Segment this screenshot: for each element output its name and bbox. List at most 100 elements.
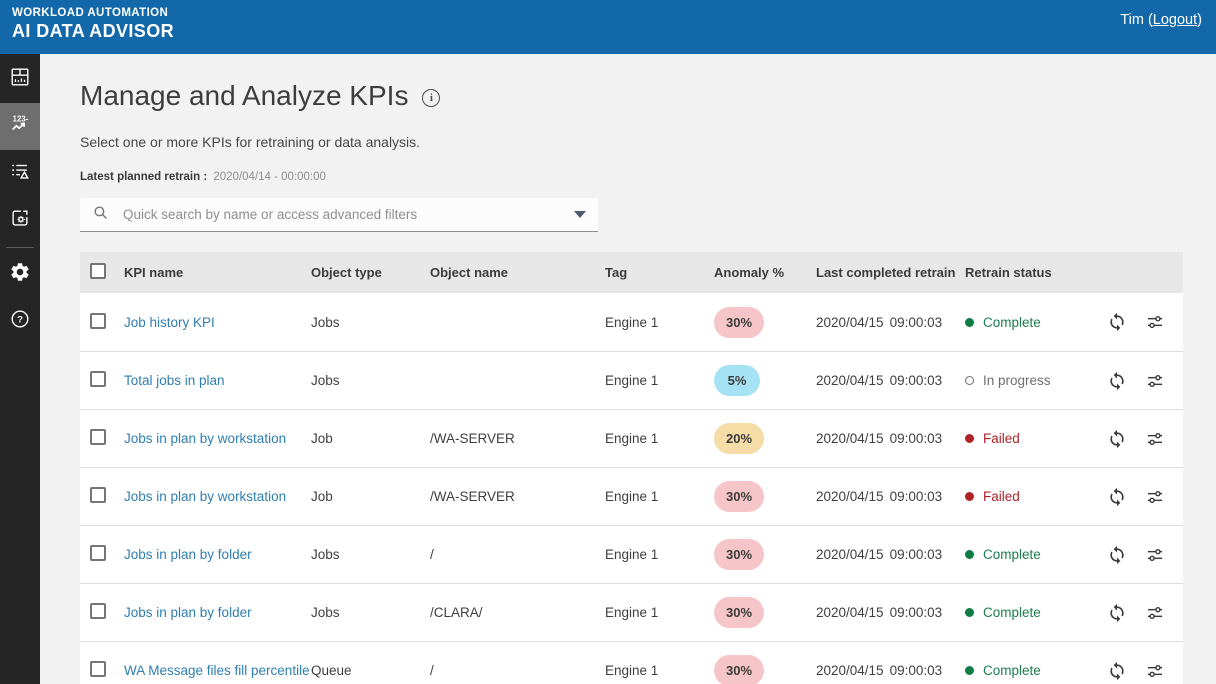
main-content: Manage and Analyze KPIs i Select one or …	[40, 54, 1216, 684]
retrain-refresh-button[interactable]	[1107, 661, 1127, 681]
anomaly-badge: 30%	[714, 539, 765, 570]
retrain-refresh-button[interactable]	[1107, 371, 1127, 391]
svg-text:123-: 123-	[13, 115, 29, 124]
kpi-name-link[interactable]: Jobs in plan by folder	[124, 605, 252, 620]
retrain-date: 2020/04/15	[816, 489, 884, 504]
tune-settings-button[interactable]	[1145, 661, 1165, 681]
retrain-date: 2020/04/15	[816, 373, 884, 388]
page-subtitle: Select one or more KPIs for retraining o…	[80, 134, 421, 150]
status-dot-icon	[965, 550, 974, 559]
retrain-refresh-button[interactable]	[1107, 487, 1127, 507]
retrain-date: 2020/04/15	[816, 663, 884, 678]
retrain-refresh-button[interactable]	[1107, 603, 1127, 623]
status-dot-icon	[965, 608, 974, 617]
kpi-name-link[interactable]: Job history KPI	[124, 314, 215, 330]
table-header-row: KPI name Object type Object name Tag Ano…	[80, 252, 1183, 293]
table-row: Jobs in plan by folder Jobs /CLARA/ Engi…	[80, 583, 1183, 641]
user-area: Tim (Logout)	[1120, 12, 1202, 28]
table-row: Job history KPI Jobs Engine 1 30% 2020/0…	[80, 293, 1183, 351]
object-name-value: /CLARA/	[430, 605, 483, 620]
retrain-time: 09:00:03	[889, 547, 943, 562]
latest-planned-retrain: Latest planned retrain : 2020/04/14 - 00…	[80, 171, 1183, 183]
retrain-datetime: 2020/04/15 09:00:03	[816, 373, 965, 388]
search-dropdown-caret-icon[interactable]	[574, 211, 586, 218]
retrain-datetime: 2020/04/15 09:00:03	[816, 663, 965, 678]
retrain-status: Failed	[965, 489, 1107, 504]
table-row: Jobs in plan by workstation Job /WA-SERV…	[80, 467, 1183, 525]
tune-settings-button[interactable]	[1145, 429, 1165, 449]
status-dot-icon	[965, 317, 974, 327]
tag-value: Engine 1	[605, 605, 659, 620]
status-dot-icon	[965, 666, 974, 675]
table-row: WA Message files fill percentile Queue /…	[80, 641, 1183, 684]
dashboard-icon	[9, 66, 31, 93]
brand-product-name: WORKLOAD AUTOMATION	[12, 7, 169, 19]
user-suffix: )	[1197, 12, 1202, 28]
retrain-datetime: 2020/04/15 09:00:03	[816, 605, 965, 620]
tag-value: Engine 1	[605, 314, 659, 330]
row-checkbox[interactable]	[90, 312, 106, 329]
kpi-name-link[interactable]: Jobs in plan by workstation	[124, 489, 287, 504]
row-checkbox[interactable]	[90, 487, 106, 503]
column-last-completed: Last completed retrain	[816, 265, 956, 280]
row-checkbox[interactable]	[90, 371, 106, 387]
kpi-metrics-icon: 123-	[9, 113, 31, 140]
tune-settings-button[interactable]	[1145, 487, 1165, 507]
retrain-date: 2020/04/15	[816, 431, 884, 446]
retrain-status: Failed	[965, 431, 1107, 446]
sidebar-item-settings[interactable]	[0, 251, 40, 298]
status-label: In progress	[983, 373, 1051, 388]
tune-settings-button[interactable]	[1145, 312, 1165, 332]
retrain-date: 2020/04/15	[816, 547, 884, 562]
object-type-value: Jobs	[311, 547, 340, 562]
brand: WORKLOAD AUTOMATION AI DATA ADVISOR	[12, 7, 174, 42]
settings-gear-icon	[9, 261, 31, 288]
anomaly-badge: 20%	[714, 423, 765, 454]
retrain-time: 09:00:03	[889, 373, 943, 388]
sidebar-item-dashboard[interactable]	[0, 56, 40, 103]
logout-link[interactable]: Logout	[1152, 12, 1198, 28]
retrain-date: 2020/04/15	[816, 605, 884, 620]
search-bar	[80, 198, 598, 232]
status-label: Failed	[983, 431, 1020, 446]
select-all-checkbox[interactable]	[90, 263, 106, 279]
retrain-refresh-button[interactable]	[1107, 312, 1127, 332]
retrain-time: 09:00:03	[889, 314, 943, 330]
sidebar-item-help[interactable]: ?	[0, 298, 40, 345]
column-anomaly: Anomaly %	[714, 265, 785, 280]
tune-settings-button[interactable]	[1145, 371, 1165, 391]
sidebar-item-anomalies[interactable]	[0, 150, 40, 197]
row-checkbox[interactable]	[90, 545, 106, 561]
kpi-name-link[interactable]: Jobs in plan by workstation	[124, 431, 287, 446]
retrain-refresh-button[interactable]	[1107, 545, 1127, 565]
row-checkbox[interactable]	[90, 603, 106, 619]
retrain-time: 09:00:03	[889, 605, 943, 620]
status-label: Failed	[983, 489, 1020, 504]
column-object-name: Object name	[430, 265, 509, 280]
search-icon	[92, 204, 109, 226]
column-tag: Tag	[605, 265, 628, 280]
latest-retrain-label: Latest planned retrain :	[80, 171, 208, 183]
status-label: Complete	[983, 314, 1041, 330]
column-kpi-name: KPI name	[124, 265, 184, 280]
retrain-refresh-button[interactable]	[1107, 429, 1127, 449]
kpi-name-link[interactable]: Total jobs in plan	[124, 373, 225, 388]
row-checkbox[interactable]	[90, 429, 106, 445]
object-type-value: Job	[311, 431, 333, 446]
tag-value: Engine 1	[605, 373, 659, 388]
tune-settings-button[interactable]	[1145, 545, 1165, 565]
user-name: Tim (	[1120, 12, 1153, 28]
tune-settings-button[interactable]	[1145, 603, 1165, 623]
object-type-value: Queue	[311, 663, 352, 678]
sidebar-item-kpis[interactable]: 123-	[0, 103, 40, 150]
table-row: Total jobs in plan Jobs Engine 1 5% 2020…	[80, 351, 1183, 409]
search-input[interactable]	[123, 207, 574, 222]
page-title: Manage and Analyze KPIs	[80, 80, 409, 111]
anomaly-badge: 30%	[714, 306, 765, 338]
kpi-name-link[interactable]: Jobs in plan by folder	[124, 547, 252, 562]
tag-value: Engine 1	[605, 547, 659, 562]
row-checkbox[interactable]	[90, 661, 106, 677]
kpi-name-link[interactable]: WA Message files fill percentile	[124, 663, 310, 678]
sidebar-item-planned-retrain[interactable]	[0, 197, 40, 244]
info-icon[interactable]: i	[422, 89, 441, 107]
